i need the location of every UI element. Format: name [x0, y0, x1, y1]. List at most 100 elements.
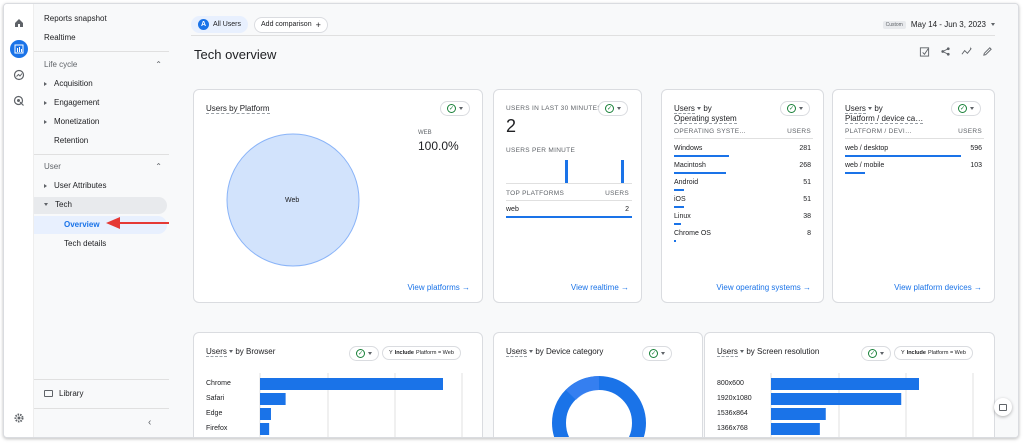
card-title-dimension: by Screen resolution [746, 347, 820, 356]
table-row-value: 596 [970, 145, 982, 152]
bar-label: 1536x864 [717, 410, 748, 417]
metric-selector[interactable]: Users [717, 347, 738, 357]
selected-item-highlight [34, 216, 167, 234]
card-title-text[interactable]: Users by Platform [206, 104, 270, 114]
card-title: Users by Operating system [674, 104, 737, 124]
platform-row-value: 2 [625, 206, 629, 213]
sidebar-item-reports-snapshot[interactable]: Reports snapshot [44, 14, 107, 23]
date-range-picker[interactable]: Custom May 14 - Jun 3, 2023 [882, 20, 995, 29]
donut-slice-desktop[interactable] [552, 376, 646, 438]
data-quality-button[interactable]: ✓ [780, 101, 810, 116]
add-comparison-label: Add comparison [261, 21, 312, 28]
bar[interactable] [260, 393, 286, 405]
table-row-bar [674, 155, 729, 157]
data-quality-button[interactable]: ✓ [598, 101, 628, 116]
filter-label: Platform = Web [927, 350, 966, 356]
bar[interactable] [260, 423, 270, 435]
check-icon: ✓ [356, 349, 365, 358]
annotation-arrow [106, 217, 174, 229]
realtime-user-count: 2 [506, 116, 517, 136]
edit-icon[interactable] [982, 46, 993, 57]
column-header-platforms: TOP PLATFORMS [506, 190, 565, 197]
metric-selector[interactable]: Users [206, 347, 227, 357]
advertising-icon[interactable] [10, 92, 28, 110]
sidebar-item-monetization[interactable]: Monetization [44, 117, 99, 126]
sidebar-item-tech-details[interactable]: Tech details [64, 239, 107, 248]
sidebar-section-lifecycle[interactable]: Life cycle ⌃ [44, 60, 162, 69]
view-platforms-link[interactable]: View platforms → [407, 283, 470, 292]
filter-label: Platform = Web [415, 350, 454, 356]
link-label: View platforms [407, 283, 460, 292]
sidebar-item-user-attributes[interactable]: User Attributes [44, 181, 106, 190]
view-operating-systems-link[interactable]: View operating systems → [716, 283, 811, 292]
sidebar-item-engagement[interactable]: Engagement [44, 98, 99, 107]
pie-slice-web[interactable] [226, 133, 360, 267]
sidebar-section-user[interactable]: User ⌃ [44, 162, 162, 171]
filter-chip[interactable]: Y Include Platform = Web [382, 346, 461, 360]
sidebar-item-acquisition[interactable]: Acquisition [44, 79, 93, 88]
gear-icon[interactable] [10, 409, 28, 427]
section-label: User [44, 162, 61, 171]
sidebar-item-library[interactable]: Library [44, 389, 83, 398]
table-row-label: web / desktop [845, 145, 889, 152]
view-platform-devices-link[interactable]: View platform devices → [894, 283, 982, 292]
segment-chip-all-users[interactable]: A All Users [191, 16, 249, 33]
bar[interactable] [771, 393, 902, 405]
share-icon[interactable] [940, 46, 951, 57]
data-quality-button[interactable]: ✓ [349, 346, 379, 361]
dimension-selector[interactable]: Platform / device ca… [845, 114, 924, 124]
table-row-label: Chrome OS [674, 230, 711, 237]
collapse-sidebar-icon[interactable]: ‹ [148, 417, 152, 428]
explore-icon[interactable] [10, 66, 28, 84]
section-label: Life cycle [44, 60, 78, 69]
caret-down-icon [740, 350, 745, 354]
legend-label: WEB [418, 130, 432, 136]
report-toolbar [919, 46, 993, 57]
caret-down-icon [459, 107, 463, 110]
metric-selector[interactable]: Users [674, 104, 695, 114]
filter-icon: Y [901, 350, 905, 356]
sidebar-item-overview[interactable]: Overview [64, 220, 100, 229]
filter-chip[interactable]: Y Include Platform = Web [894, 346, 973, 360]
insights-icon[interactable] [961, 46, 972, 57]
data-quality-button[interactable]: ✓ [951, 101, 981, 116]
customize-report-icon[interactable] [919, 46, 930, 57]
bar[interactable] [771, 408, 826, 420]
metric-selector[interactable]: Users [506, 347, 527, 357]
card-device-category: Users by Device category ✓ [493, 332, 703, 438]
main-content: A All Users Add comparison + Custom May … [169, 4, 1018, 438]
sidebar-item-retention[interactable]: Retention [54, 136, 89, 145]
minute-bar[interactable] [621, 160, 624, 183]
date-range-text: May 14 - Jun 3, 2023 [910, 20, 986, 29]
table-row-label: Macintosh [674, 162, 706, 169]
bar-label: 1920x1080 [717, 395, 752, 402]
page-title: Tech overview [194, 47, 277, 62]
table-row-value: 51 [803, 179, 811, 186]
sidebar-item-tech[interactable]: Tech [44, 200, 72, 209]
bar[interactable] [260, 408, 271, 420]
caret-down-icon [661, 352, 665, 355]
home-icon[interactable] [10, 14, 28, 32]
view-realtime-link[interactable]: View realtime → [571, 283, 629, 292]
donut-slice-mobile[interactable] [566, 376, 600, 401]
arrow-right-icon: → [462, 283, 470, 292]
bar[interactable] [771, 378, 919, 390]
reports-icon[interactable] [10, 40, 28, 58]
caret-down-icon [880, 352, 884, 355]
item-label: Tech [55, 200, 72, 209]
metric-selector[interactable]: Users [845, 104, 866, 114]
minute-bar[interactable] [565, 160, 568, 183]
add-comparison-button[interactable]: Add comparison + [254, 16, 328, 33]
data-quality-button[interactable]: ✓ [861, 346, 891, 361]
bar[interactable] [260, 378, 443, 390]
data-quality-button[interactable]: ✓ [642, 346, 672, 361]
data-quality-button[interactable]: ✓ [440, 101, 470, 116]
selected-group-highlight [34, 197, 167, 214]
dimension-selector[interactable]: Operating system [674, 114, 737, 124]
app-window: Reports snapshot Realtime Life cycle ⌃ A… [3, 3, 1019, 438]
divider [34, 51, 169, 52]
bar[interactable] [771, 423, 820, 435]
feedback-button[interactable] [994, 398, 1012, 416]
sidebar-item-realtime[interactable]: Realtime [44, 33, 76, 42]
table-row-value: 8 [807, 230, 811, 237]
